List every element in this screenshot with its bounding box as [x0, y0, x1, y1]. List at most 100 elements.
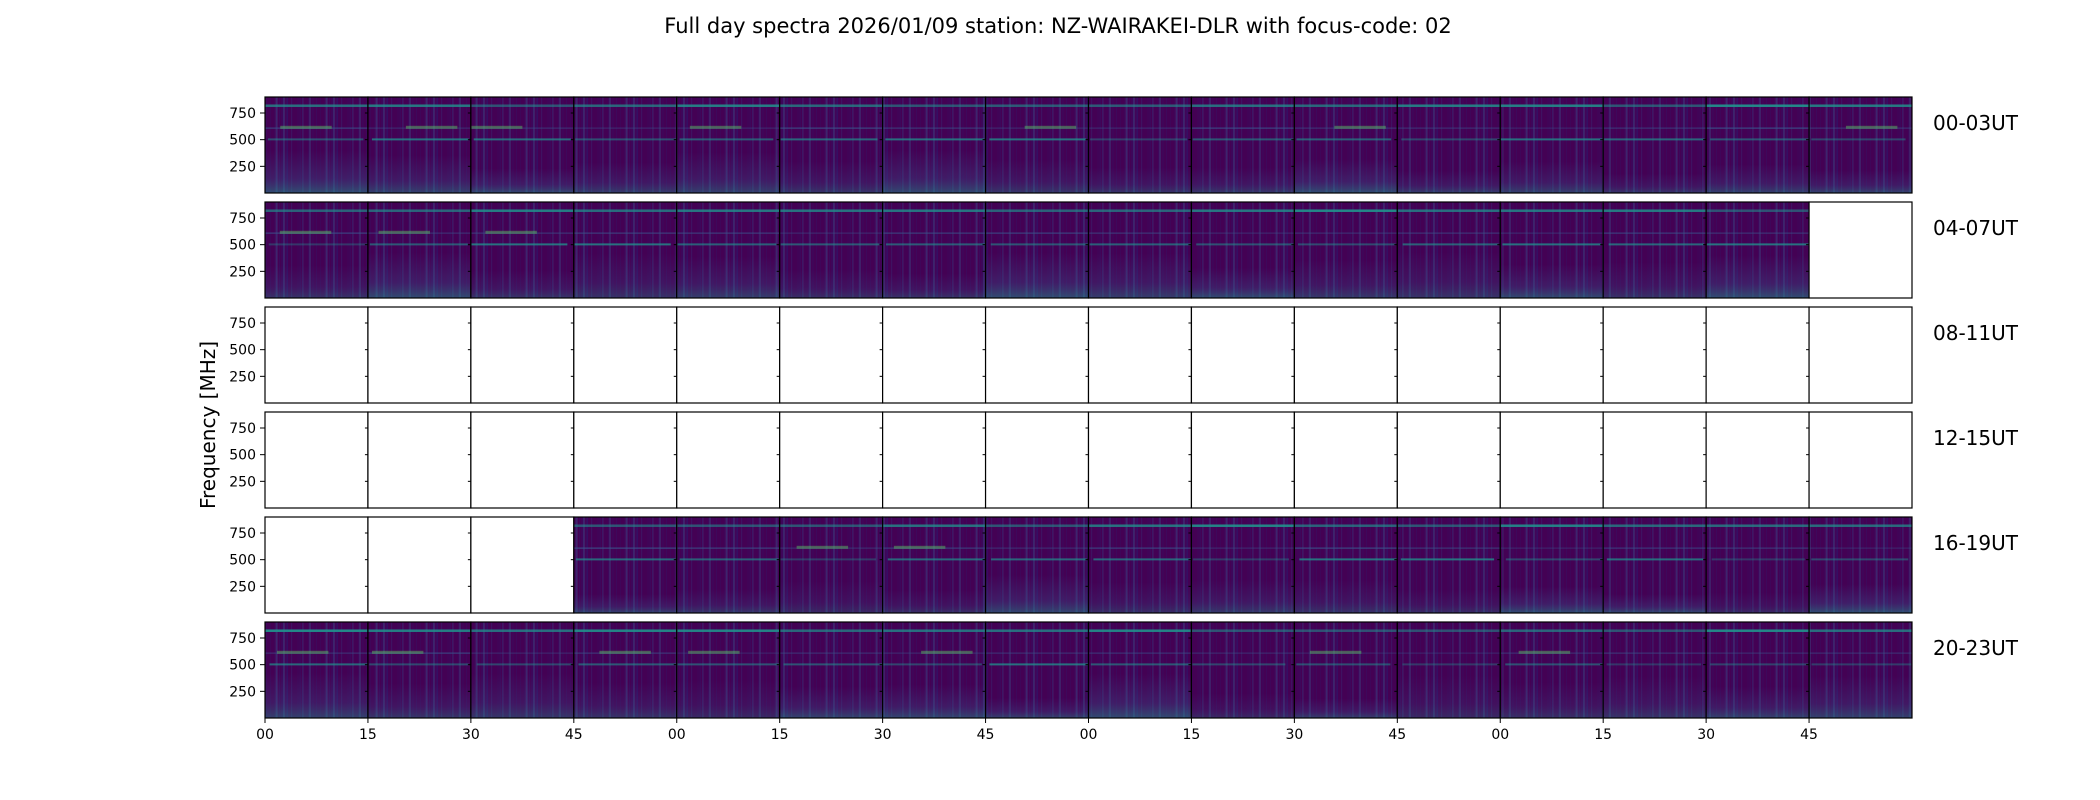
empty-panel [776, 306, 884, 404]
low-frequency-noise [1397, 252, 1501, 298]
low-frequency-noise [1294, 698, 1398, 718]
low-frequency-noise [470, 270, 574, 298]
empty-panel [982, 306, 1090, 404]
band-510 [471, 243, 568, 246]
band-820 [779, 209, 883, 212]
y-axis-label: Frequency [MHz] [196, 341, 220, 509]
empty-panel [1085, 306, 1193, 404]
panel-frame [1808, 96, 1913, 194]
band-510 [989, 138, 1087, 141]
spectrogram-panel [264, 621, 370, 719]
band-820 [985, 209, 1089, 212]
spectrogram-panel [673, 96, 781, 194]
band-820 [1191, 629, 1295, 632]
band-820 [1809, 629, 1912, 632]
panel-background [573, 307, 677, 403]
band-610 [1500, 547, 1604, 549]
panel-background [367, 307, 471, 403]
spectrogram-panel [1497, 516, 1604, 614]
band-610 [573, 232, 677, 234]
empty-panel [570, 411, 678, 509]
spectrogram-panel [1497, 621, 1604, 719]
x-tick-label: 00 [256, 727, 274, 743]
panel-background [1706, 412, 1810, 508]
spectrogram-panel [1703, 516, 1810, 614]
spectrogram-panel [1188, 96, 1295, 194]
spectrogram-panel [1806, 516, 1913, 614]
spectrogram-panel [364, 201, 472, 299]
row-time-label: 20-23UT [1933, 636, 2019, 660]
band-820 [676, 629, 780, 632]
low-frequency-noise [573, 253, 677, 298]
empty-panel [264, 516, 369, 614]
panel-background [1294, 412, 1398, 508]
band-610 [573, 127, 677, 129]
band-510 [369, 243, 468, 246]
low-frequency-noise [985, 697, 1089, 718]
band-610 [1603, 547, 1707, 549]
y-tick-label: 500 [229, 343, 256, 359]
panel-background [1500, 412, 1604, 508]
band-820 [265, 209, 368, 212]
burst [276, 650, 329, 654]
band-610 [985, 547, 1089, 549]
low-frequency-noise [779, 581, 883, 613]
band-610 [1500, 127, 1604, 129]
panel-background [1603, 307, 1707, 403]
x-tick-label: 00 [1080, 727, 1098, 743]
spectrogram-panel [1394, 516, 1501, 614]
band-820 [470, 209, 574, 212]
y-tick-label: 750 [229, 631, 256, 647]
low-frequency-noise [1603, 594, 1707, 613]
low-frequency-noise [1191, 693, 1295, 718]
y-tick-label: 500 [229, 658, 256, 674]
band-820 [367, 104, 471, 107]
band-820 [1500, 104, 1604, 107]
band-510 [677, 243, 777, 246]
burst [1024, 125, 1077, 129]
empty-panel [1703, 411, 1810, 509]
band-610 [1500, 232, 1604, 234]
x-tick-label: 15 [359, 727, 377, 743]
panel-background [470, 517, 574, 613]
burst [1845, 125, 1898, 129]
x-tick-label: 15 [771, 727, 789, 743]
band-610 [1397, 547, 1501, 549]
spectrogram-panel [570, 621, 678, 719]
band-510 [1196, 243, 1294, 246]
band-610 [1088, 652, 1192, 654]
spectrogram-panel [1394, 621, 1501, 719]
x-tick-label: 30 [1697, 727, 1715, 743]
low-frequency-noise [985, 252, 1089, 298]
band-610 [1088, 547, 1192, 549]
spectrogram-panel [1085, 516, 1196, 614]
panel-background [470, 412, 574, 508]
band-610 [1397, 127, 1501, 129]
low-frequency-noise [1500, 161, 1604, 193]
row-time-label: 04-07UT [1933, 216, 2019, 240]
low-frequency-noise [779, 161, 883, 193]
low-frequency-noise [779, 686, 883, 718]
panel-background [1294, 307, 1398, 403]
band-510 [1402, 243, 1499, 246]
panel-background [1809, 307, 1912, 403]
x-tick-label: 45 [977, 727, 995, 743]
band-610 [779, 232, 883, 234]
spectrogram-panel [1188, 516, 1295, 614]
low-frequency-noise [1500, 586, 1604, 613]
chart-title: Full day spectra 2026/01/09 station: NZ-… [664, 14, 1451, 38]
band-820 [1294, 524, 1398, 527]
low-frequency-noise [1500, 682, 1604, 718]
low-frequency-noise [676, 256, 780, 298]
band-820 [1500, 209, 1604, 212]
band-820 [470, 629, 574, 632]
panel-background [265, 517, 368, 613]
spectrogram-panel [1085, 621, 1193, 719]
low-frequency-noise [1500, 264, 1604, 298]
low-frequency-noise [1294, 260, 1398, 298]
empty-panel [1497, 306, 1604, 404]
band-510 [1090, 663, 1192, 666]
band-610 [779, 127, 883, 129]
band-820 [1397, 209, 1501, 212]
empty-panel [467, 516, 575, 614]
